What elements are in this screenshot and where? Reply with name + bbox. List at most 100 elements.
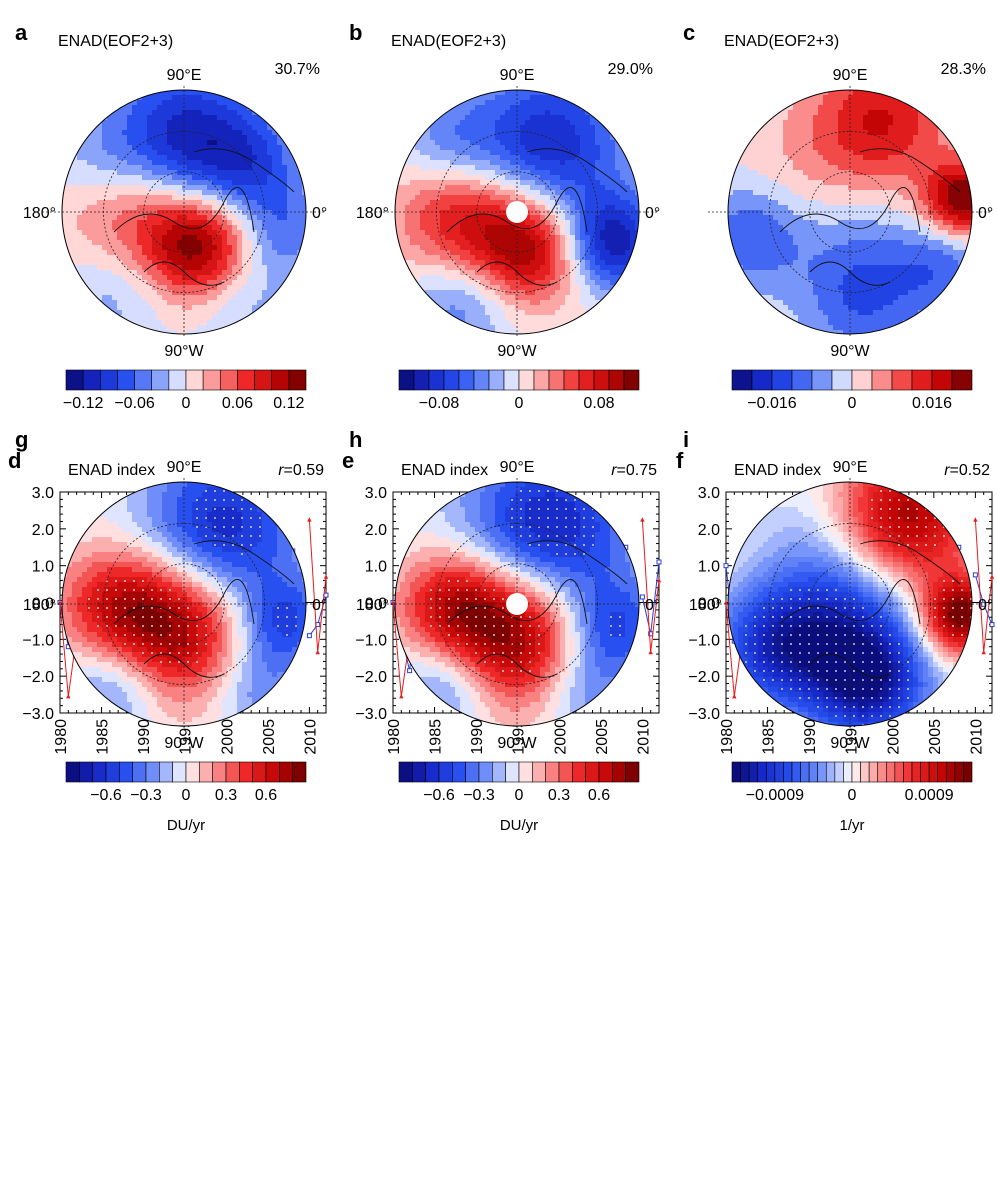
y-tick-label: 3.0 [32, 485, 54, 502]
colorbar-bin [452, 761, 466, 783]
lon-label-top: 90°E [167, 67, 202, 84]
y-tick-label: 2.0 [32, 522, 54, 539]
colorbar-bin [132, 761, 147, 783]
lon-label-bottom: 90°W [164, 343, 204, 360]
colorbar-bin [911, 369, 933, 391]
colorbar-bin [505, 761, 520, 783]
colorbar-bin [623, 369, 640, 391]
colorbar-bin [593, 369, 610, 391]
x-tick-label: 1985 [761, 719, 778, 755]
map-title: ENAD(EOF2+3) [58, 33, 173, 50]
colorbar-bin [851, 369, 873, 391]
colorbar-tick-label: −0.6 [90, 787, 122, 804]
colorbar-bin [159, 761, 173, 783]
colorbar-unit: DU/yr [500, 817, 538, 834]
data-point [972, 572, 978, 578]
data-point [989, 574, 995, 579]
x-tick-label: 2000 [219, 719, 236, 755]
colorbar-bin [412, 761, 426, 783]
colorbar-tick-label: −0.06 [114, 395, 155, 412]
colorbar-bin [105, 761, 120, 783]
colorbar-bin [473, 369, 490, 391]
colorbar-bin [288, 369, 307, 391]
colorbar-bin [825, 761, 836, 783]
colorbar-bin [292, 761, 307, 783]
lon-label-left: 180° [23, 597, 56, 614]
colorbar-tick-label: 0 [848, 395, 857, 412]
colorbar-bin [903, 761, 913, 783]
panel-letter-a: a [15, 20, 28, 45]
map-border [61, 89, 307, 335]
x-tick-label: 1995 [511, 719, 528, 755]
colorbar-tick-label: 0.0009 [905, 787, 954, 804]
colorbar: −0.08 0 0.08 [398, 369, 640, 412]
x-tick-label: 2005 [261, 719, 278, 755]
y-tick-label: −1.0 [355, 632, 387, 649]
colorbar-tick-label: 0.12 [273, 395, 304, 412]
x-tick-label: 1990 [469, 719, 486, 755]
correlation-value: =0.52 [950, 462, 991, 479]
variance-label: 29.0% [608, 61, 653, 78]
colorbar-tick-label: −0.08 [419, 395, 460, 412]
x-tick-label: 2005 [927, 719, 944, 755]
map-border [394, 481, 640, 727]
lon-label-left: 180° [23, 205, 56, 222]
colorbar-bin [885, 761, 896, 783]
colorbar-tick-label: −0.016 [747, 395, 796, 412]
data-point [390, 600, 396, 605]
colorbar-bin [237, 369, 255, 391]
colorbar-bin [488, 369, 505, 391]
panel-letter-d: d [8, 448, 21, 473]
colorbar-bin [783, 761, 793, 783]
data-point [723, 563, 729, 569]
lon-label-bottom: 90°W [497, 343, 537, 360]
x-tick-label: 1995 [178, 719, 195, 755]
x-tick-label: 1985 [95, 719, 112, 755]
map-border [61, 481, 307, 727]
colorbar-tick-label: 0.08 [583, 395, 614, 412]
lon-label-top: 90°E [500, 459, 535, 476]
lon-label-left: 180° [356, 205, 389, 222]
polar-hole [506, 201, 528, 223]
x-tick-label: 2010 [302, 719, 319, 755]
lon-label-bottom: 90°W [497, 735, 537, 752]
y-tick-label: 3.0 [698, 485, 720, 502]
colorbar-bin [92, 761, 107, 783]
lon-label-top: 90°E [167, 459, 202, 476]
y-tick-label: −2.0 [355, 669, 387, 686]
map-panel-g: g 90°E 90°W 180° 0° −0.6 −0.3 0 0.3 0.6 DU/yr [15, 427, 327, 834]
x-tick-label: 1995 [844, 719, 861, 755]
colorbar: −0.6 −0.3 0 0.3 0.6 DU/yr [398, 761, 640, 834]
panel-letter-i: i [683, 427, 689, 452]
colorbar-bin [279, 761, 293, 783]
y-tick-label: 2.0 [365, 522, 387, 539]
colorbar-bin [585, 761, 600, 783]
map-title: ENAD(EOF2+3) [724, 33, 839, 50]
lon-label-left: 180° [689, 597, 722, 614]
x-tick-label: 1985 [428, 719, 445, 755]
y-tick-label: 1.0 [698, 559, 720, 576]
data-point [307, 517, 312, 522]
colorbar-bin [458, 369, 475, 391]
lon-label-right: 0° [645, 597, 660, 614]
colorbar-bin [811, 369, 833, 391]
colorbar-tick-label: 0.3 [548, 787, 570, 804]
y-tick-label: −1.0 [688, 632, 720, 649]
correlation-value: =0.59 [284, 462, 325, 479]
colorbar-bin [532, 761, 546, 783]
colorbar-tick-label: 0.06 [222, 395, 253, 412]
correlation-r: r [278, 462, 284, 479]
data-point [399, 694, 404, 699]
colorbar-bin [625, 761, 640, 783]
x-tick-label: 2000 [885, 719, 902, 755]
colorbar-bin [928, 761, 939, 783]
x-tick-label: 1980 [386, 719, 403, 755]
y-tick-label: −3.0 [688, 706, 720, 723]
lon-label-top: 90°E [833, 459, 868, 476]
colorbar-bin [860, 761, 870, 783]
data-point [323, 574, 329, 579]
data-point [732, 694, 737, 699]
x-tick-label: 1990 [802, 719, 819, 755]
colorbar-bin [117, 369, 135, 391]
